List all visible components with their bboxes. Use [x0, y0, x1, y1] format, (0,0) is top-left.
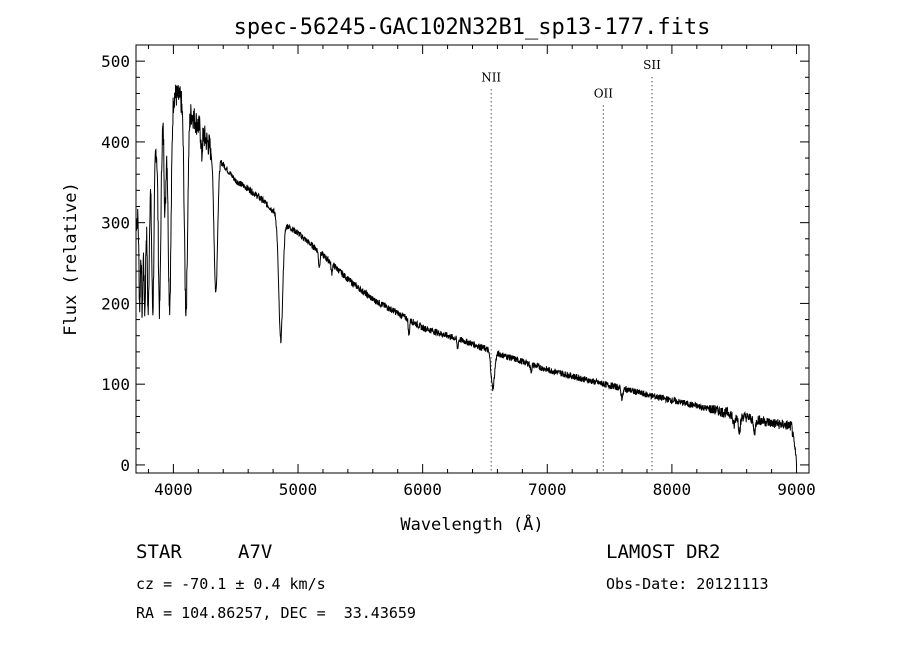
x-tick-label: 4000: [154, 480, 193, 499]
survey-label: LAMOST DR2: [606, 541, 721, 563]
annotation-label: SII: [643, 58, 661, 72]
annotation-label: NII: [481, 70, 501, 84]
emission-line-markers: [490, 77, 653, 473]
x-tick-label: 7000: [528, 480, 567, 499]
x-tick-label: 8000: [653, 480, 692, 499]
x-tick-label: 5000: [279, 480, 318, 499]
x-axis-label: Wavelength (Å): [400, 513, 543, 535]
observation-date: Obs-Date: 20121113: [606, 575, 769, 593]
x-tick-labels: 4000 5000 6000 7000 8000 9000: [154, 480, 816, 499]
y-tick-label: 0: [120, 456, 130, 475]
y-tick-label: 500: [101, 52, 130, 71]
x-tick-label: 9000: [777, 480, 816, 499]
chart-title: spec-56245-GAC102N32B1_sp13-177.fits: [234, 15, 711, 40]
coordinates-readout: RA = 104.86257, DEC = 33.43659: [136, 604, 416, 622]
line-annotations: NII OII SII: [481, 58, 661, 100]
x-tick-label: 6000: [403, 480, 442, 499]
y-tick-label: 200: [101, 294, 130, 313]
y-tick-label: 100: [101, 375, 130, 394]
spectrum-line: [135, 84, 797, 466]
y-tick-labels: 0 100 200 300 400 500: [101, 52, 130, 475]
y-axis-label: Flux (relative): [61, 182, 81, 336]
axis-ticks: [136, 45, 809, 473]
object-subclass: A7V: [238, 541, 273, 563]
y-tick-label: 300: [101, 214, 130, 233]
object-class: STAR: [136, 541, 182, 563]
redshift-readout: cz = -70.1 ± 0.4 km/s: [136, 575, 326, 593]
annotation-label: OII: [594, 86, 614, 100]
y-tick-label: 400: [101, 133, 130, 152]
